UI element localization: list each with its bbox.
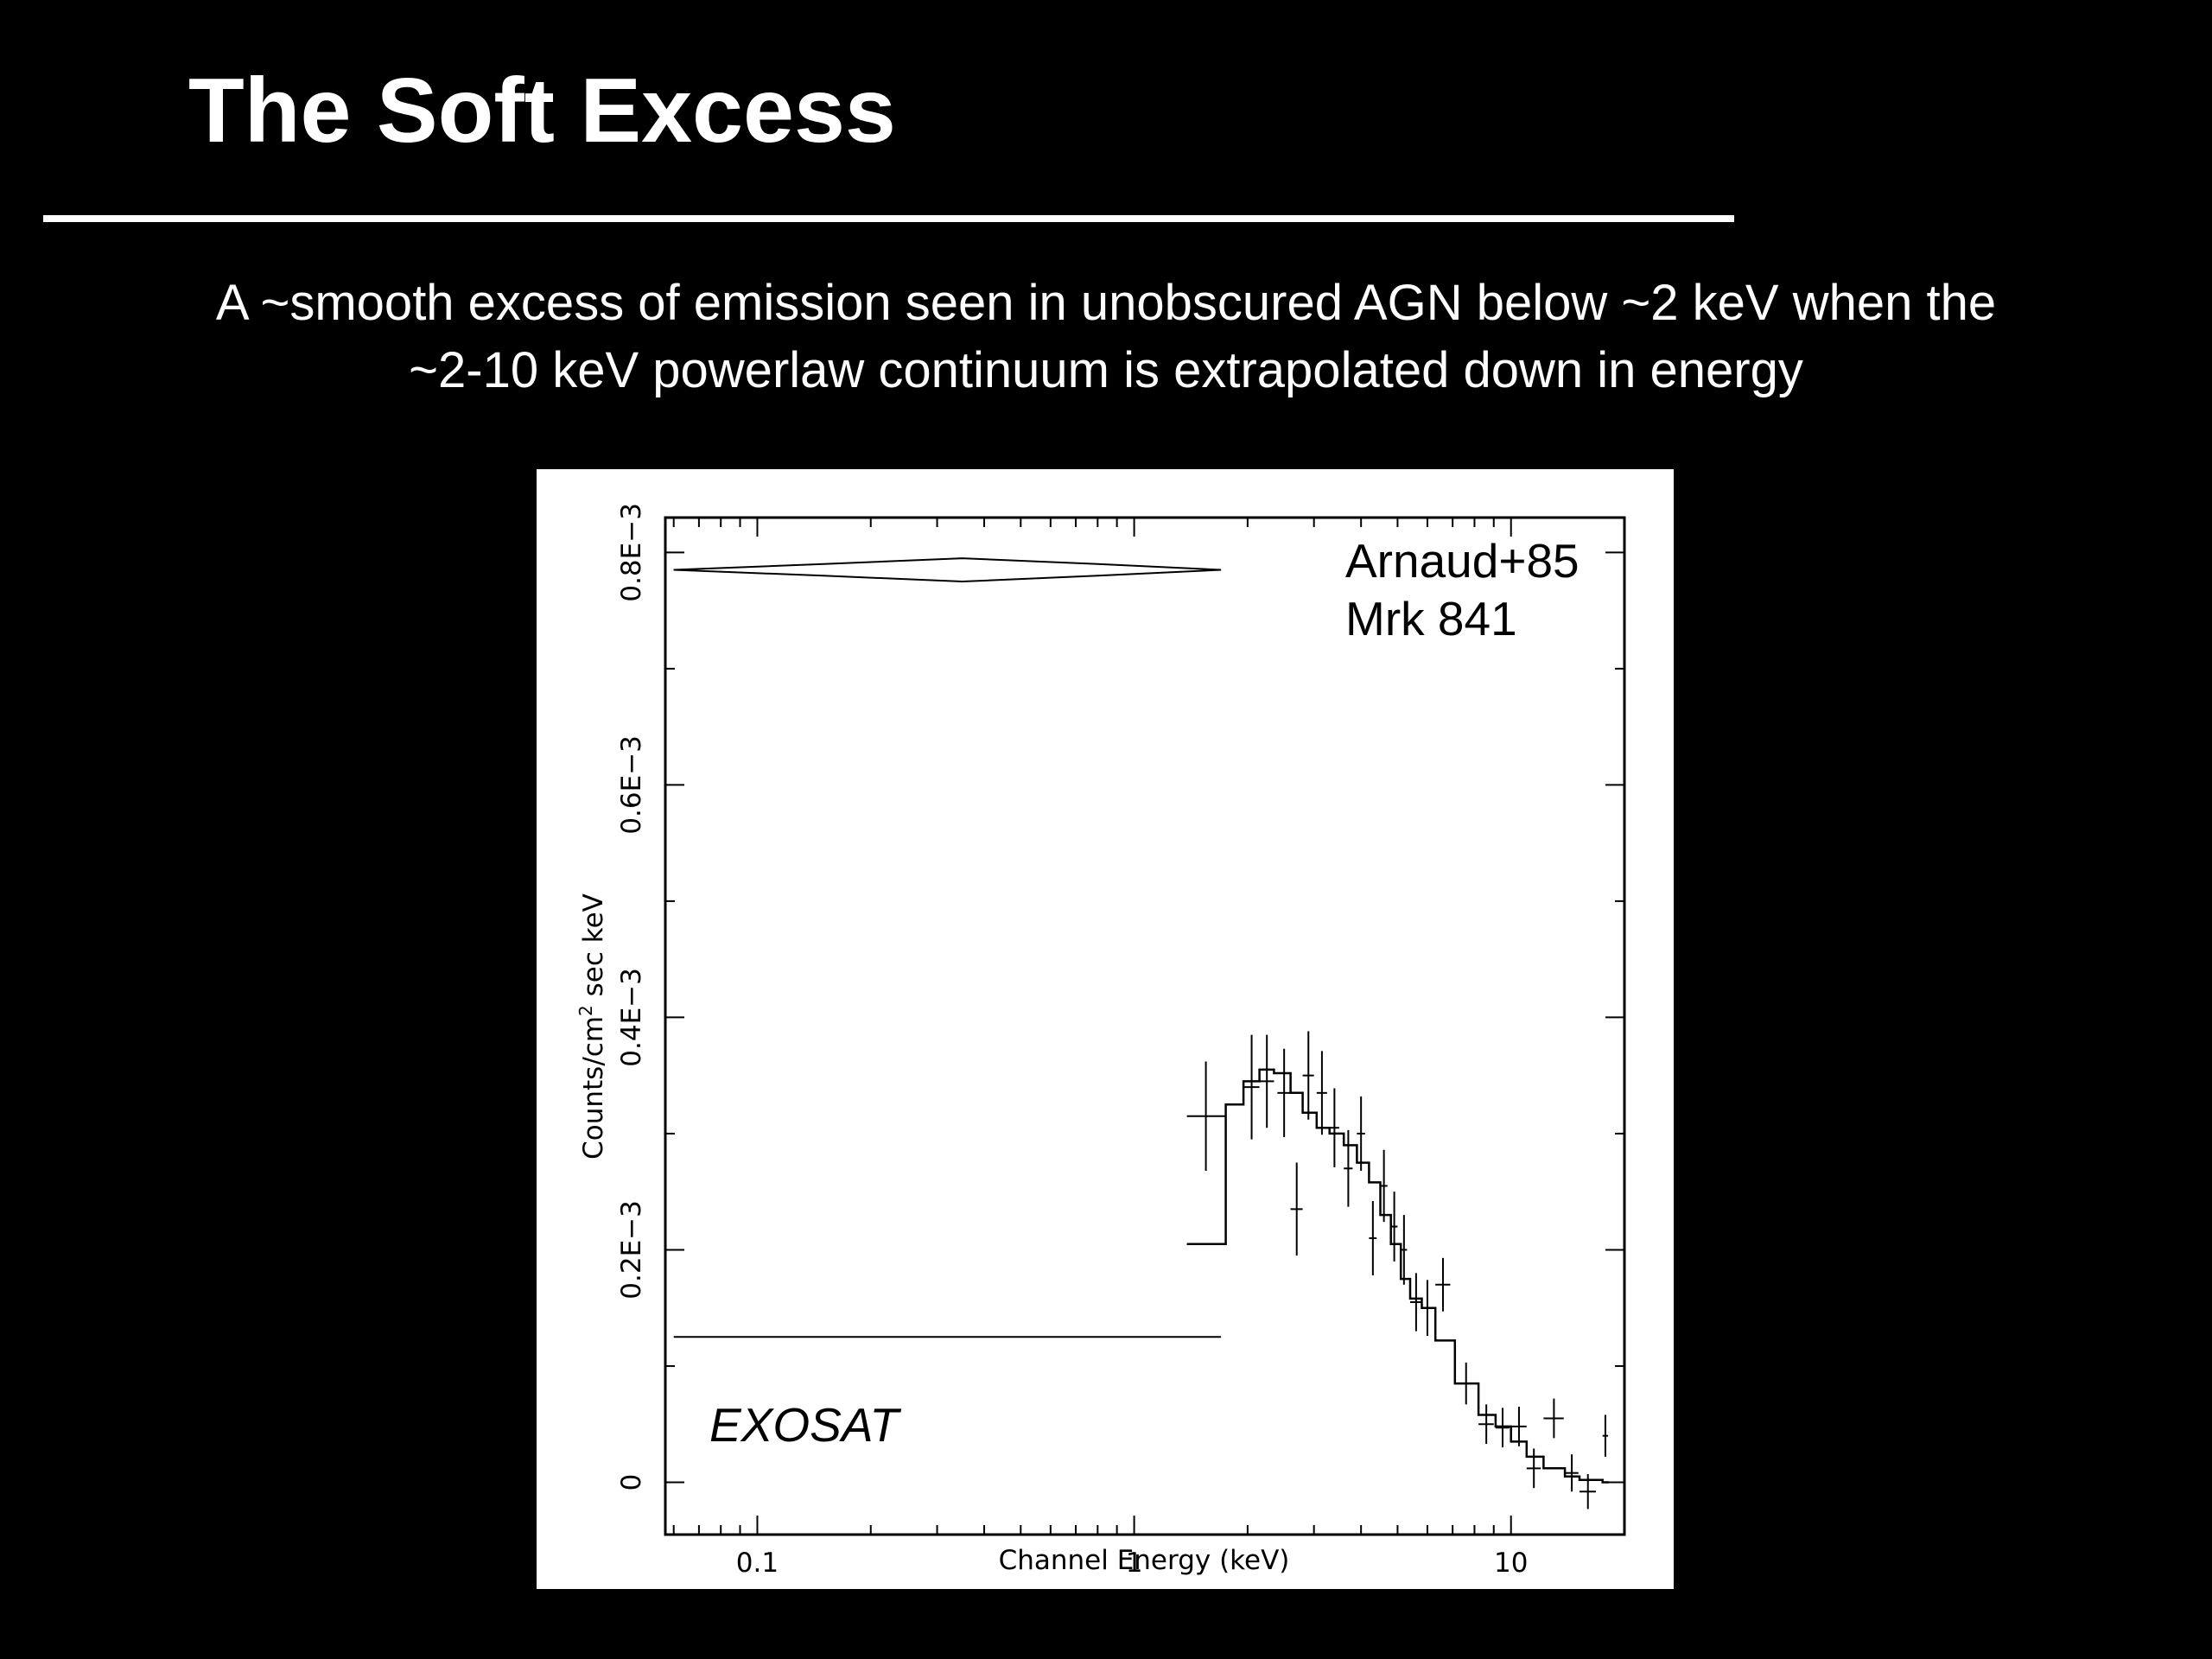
x-tick-label: 10 <box>1494 1548 1528 1579</box>
x-axis-label: Channel Energy (keV) <box>999 1545 1290 1576</box>
data-point <box>1495 1408 1510 1448</box>
slide-subtitle: A ~smooth excess of emission seen in uno… <box>86 270 2126 404</box>
slide-title: The Soft Excess <box>188 60 896 162</box>
data-point <box>1243 1034 1260 1140</box>
data-point <box>1454 1362 1477 1405</box>
data-point <box>1543 1398 1564 1439</box>
y-axis-label-sup: 2 <box>575 1005 596 1016</box>
y-tick-label: 0.2E−3 <box>616 1200 647 1300</box>
y-axis-label-rest: sec keV <box>578 893 609 1005</box>
data-point <box>1580 1474 1596 1510</box>
data-point <box>1421 1280 1433 1336</box>
x-tick-label: 1 <box>1126 1548 1143 1579</box>
subtitle-line-2: ~2-10 keV powerlaw continuum is extrapol… <box>409 342 1803 398</box>
instrument-annotation: EXOSAT <box>709 1398 901 1452</box>
plot-frame <box>664 516 1626 1536</box>
data-point <box>1510 1407 1527 1446</box>
spectrum-chart: 0.1 1 10 0 0.2E−3 0.4E−3 0.6E−3 0.8E−3 Channel… <box>575 503 1626 1579</box>
spectrum-figure: 0.1 1 10 0 0.2E−3 0.4E−3 0.6E−3 0.8E−3 Channel… <box>537 469 1674 1589</box>
data-point <box>1526 1448 1541 1489</box>
y-tick-label: 0.6E−3 <box>616 735 647 835</box>
source-annotation: Mrk 841 <box>1345 592 1517 645</box>
model-histogram <box>1186 1068 1610 1484</box>
data-point <box>1186 1061 1226 1171</box>
y-axis-label: Counts/cm2 sec keV <box>575 893 609 1160</box>
data-point <box>1357 1096 1365 1171</box>
data-point <box>1410 1273 1422 1332</box>
reference-annotation: Arnaud+85 <box>1345 534 1580 588</box>
data-point <box>1369 1200 1377 1276</box>
data-point <box>1390 1192 1398 1262</box>
x-tick-label: 0.1 <box>736 1548 779 1579</box>
data-point <box>1344 1129 1353 1207</box>
data-point <box>1602 1414 1609 1457</box>
data-point <box>1302 1031 1314 1120</box>
data-point <box>1329 1088 1339 1167</box>
y-axis-ticks: 0 0.2E−3 0.4E−3 0.6E−3 0.8E−3 <box>616 503 1624 1491</box>
data-point <box>1380 1149 1388 1223</box>
response-curve-lower <box>673 569 1222 583</box>
y-tick-label: 0.8E−3 <box>616 503 647 602</box>
y-tick-label: 0.4E−3 <box>616 968 647 1067</box>
data-point <box>1259 1034 1274 1128</box>
chart-marks <box>673 557 1610 1510</box>
y-tick-label: 0 <box>616 1474 647 1491</box>
data-point <box>1316 1051 1327 1135</box>
data-point <box>1401 1215 1408 1285</box>
data-point <box>1290 1162 1303 1256</box>
data-point <box>1435 1257 1451 1312</box>
y-axis-label-main: Counts/cm <box>578 1016 609 1160</box>
title-divider <box>43 215 1734 222</box>
x-axis-ticks: 0.1 1 10 <box>672 518 1625 1579</box>
subtitle-line-1: A ~smooth excess of emission seen in uno… <box>215 275 1997 331</box>
data-point <box>1277 1048 1291 1137</box>
response-curve-upper <box>673 557 1222 571</box>
data-point <box>1478 1404 1494 1445</box>
data-point <box>1565 1454 1579 1492</box>
